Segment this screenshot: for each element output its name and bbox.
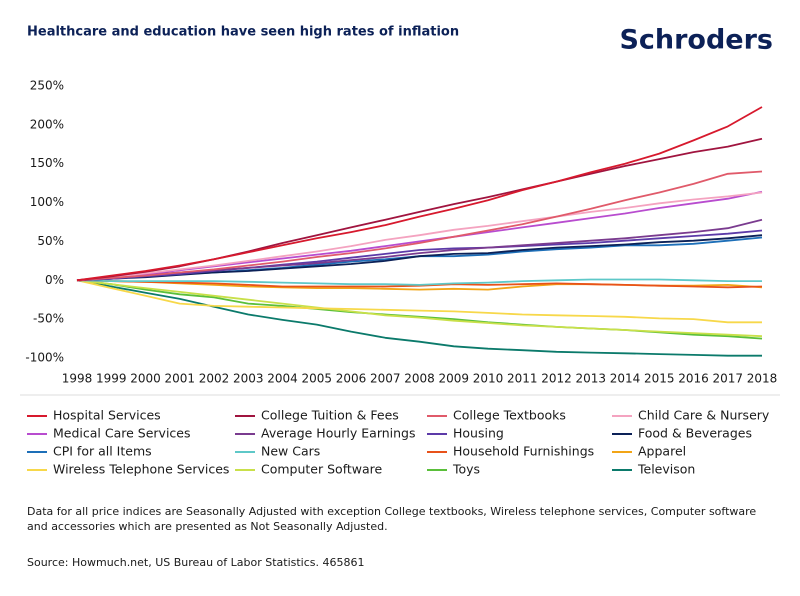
legend-label: Average Hourly Earnings <box>261 426 416 441</box>
legend-label: CPI for all Items <box>53 444 152 459</box>
legend-label: Computer Software <box>261 462 383 477</box>
x-tick-label: 2014 <box>610 372 641 386</box>
x-tick-label: 2015 <box>644 372 675 386</box>
chart-title: Healthcare and education have seen high … <box>27 25 459 40</box>
x-tick-label: 1999 <box>96 372 127 386</box>
series-line <box>76 191 763 282</box>
x-tick-label: 2007 <box>370 372 401 386</box>
note: Data for all price indices are Seasonall… <box>27 505 757 533</box>
y-tick-label: 100% <box>30 195 64 209</box>
legend-label: New Cars <box>261 444 320 459</box>
legend-label: Food & Beverages <box>638 426 752 441</box>
x-tick-label: 2016 <box>678 372 709 386</box>
y-tick-label: 250% <box>30 79 64 93</box>
legend-label: Hospital Services <box>53 408 161 423</box>
x-tick-label: 2012 <box>541 372 572 386</box>
y-tick-label: -100% <box>25 351 64 365</box>
source: Source: Howmuch.net, US Bureau of Labor … <box>27 556 365 569</box>
x-tick-label: 2005 <box>301 372 332 386</box>
x-tick-label: 2010 <box>473 372 504 386</box>
legend-label: Toys <box>452 462 480 477</box>
y-tick-label: 150% <box>30 156 64 170</box>
legend-label: Televison <box>637 462 695 477</box>
x-tick-label: 2001 <box>164 372 195 386</box>
series-line <box>76 106 763 282</box>
series-line <box>76 278 762 286</box>
brand-logo: Schroders <box>619 25 773 56</box>
x-tick-label: 2017 <box>712 372 743 386</box>
series-line <box>76 279 762 324</box>
legend-label: Apparel <box>638 444 686 459</box>
x-tick-label: 2009 <box>438 372 469 386</box>
legend-label: Wireless Telephone Services <box>53 462 229 477</box>
y-tick-label: 0% <box>45 273 64 287</box>
series-line <box>76 279 762 357</box>
legend-label: Household Furnishings <box>453 444 594 459</box>
y-tick-label: 200% <box>30 117 64 131</box>
legend-label: Housing <box>453 426 504 441</box>
x-tick-label: 2013 <box>575 372 606 386</box>
x-tick-label: 2004 <box>267 372 298 386</box>
note-box: Data for all price indices are Seasonall… <box>27 505 757 533</box>
series-line <box>76 170 763 282</box>
legend-label: College Tuition & Fees <box>261 408 399 423</box>
x-tick-label: 2018 <box>747 372 778 386</box>
x-tick-label: 2002 <box>199 372 230 386</box>
legend-label: Child Care & Nursery <box>638 408 770 423</box>
series-line <box>76 137 763 282</box>
x-tick-label: 1998 <box>62 372 93 386</box>
x-tick-label: 2008 <box>404 372 435 386</box>
series-line <box>76 229 763 282</box>
x-tick-label: 2000 <box>130 372 161 386</box>
x-tick-label: 2011 <box>507 372 538 386</box>
series-line <box>76 234 763 282</box>
x-tick-label: 2006 <box>336 372 367 386</box>
x-tick-label: 2003 <box>233 372 264 386</box>
y-tick-label: -50% <box>33 312 64 326</box>
legend-label: College Textbooks <box>453 408 566 423</box>
legend-label: Medical Care Services <box>53 426 191 441</box>
y-tick-label: 50% <box>37 234 64 248</box>
series-line <box>76 279 763 338</box>
